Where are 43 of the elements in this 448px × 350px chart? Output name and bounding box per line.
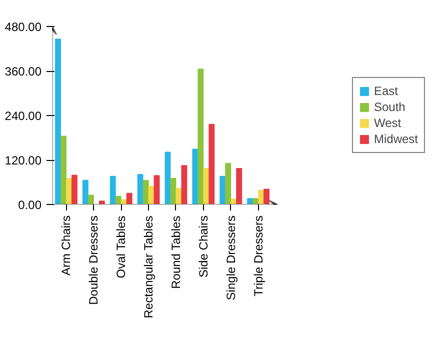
- bar: [148, 186, 154, 204]
- bar: [115, 196, 122, 204]
- x-tick-label: Arm Chairs: [59, 215, 74, 276]
- bar: [66, 178, 72, 204]
- bar: [137, 174, 144, 204]
- x-tick-label: Rectangular Tables: [142, 216, 156, 318]
- bar: [88, 194, 94, 204]
- x-tick-label: Double Dressers: [86, 215, 101, 305]
- bar: [208, 124, 215, 204]
- y-tick-label: 240.00: [4, 109, 42, 123]
- x-tick-label: Side Chairs: [196, 215, 210, 278]
- legend-label: South: [374, 100, 406, 114]
- bar: [71, 174, 78, 204]
- x-tick-label: Triple Dressers: [251, 215, 266, 296]
- bar: [258, 190, 264, 204]
- bar: [264, 188, 270, 204]
- bar: [198, 68, 204, 204]
- bar: [154, 175, 160, 204]
- bar: [203, 168, 210, 204]
- legend-label: Midwest: [374, 132, 418, 146]
- x-tick-label: Round Tables: [168, 216, 183, 289]
- bar: [236, 168, 242, 204]
- bar: [82, 180, 88, 204]
- bar: [220, 176, 226, 204]
- bar: [126, 192, 132, 204]
- legend-label: West: [374, 116, 402, 130]
- y-tick-label: 120.00: [4, 154, 42, 168]
- bar: [181, 165, 188, 204]
- legend-label: East: [374, 84, 398, 98]
- y-tick-label: 0.00: [18, 198, 42, 212]
- x-tick-label: Single Dressers: [224, 215, 238, 300]
- bar: [55, 38, 61, 204]
- bar: [60, 136, 66, 204]
- y-tick-label: 360.00: [4, 64, 42, 78]
- bar: [192, 148, 198, 204]
- x-tick-label: Oval Tables: [114, 216, 128, 278]
- y-tick-label: 480.00: [4, 20, 42, 34]
- bar: [164, 152, 171, 204]
- bar: [225, 162, 232, 204]
- bar: [98, 200, 105, 204]
- bar: [110, 176, 116, 204]
- bar: [170, 178, 176, 204]
- bar: [142, 180, 149, 204]
